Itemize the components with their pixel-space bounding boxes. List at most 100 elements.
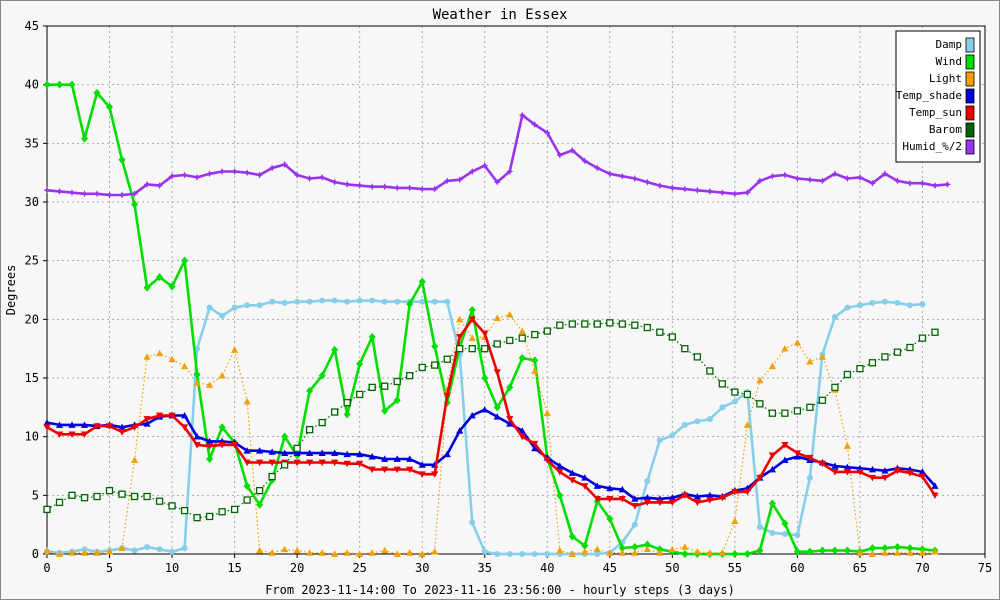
data-point-wind [368, 332, 376, 341]
series-line-wind [47, 83, 936, 556]
data-point-damp [269, 298, 276, 305]
data-point-wind [306, 386, 314, 395]
data-point-light [456, 315, 464, 323]
data-point-humid-2 [493, 178, 501, 186]
data-point-humid-2 [693, 186, 701, 194]
data-point-barom [518, 334, 526, 342]
data-point-temp-sun [468, 316, 476, 323]
data-point-temp-shade [193, 433, 201, 440]
data-point-temp-sun [643, 499, 651, 506]
data-point-barom [118, 490, 126, 498]
legend-swatch [965, 122, 975, 138]
data-point-humid-2 [606, 170, 614, 178]
data-point-light [218, 372, 226, 379]
data-point-temp-sun [681, 492, 689, 499]
data-point-damp [331, 297, 338, 304]
data-point-damp [681, 421, 688, 428]
data-point-temp-sun [806, 454, 814, 462]
data-point-humid-2 [193, 173, 201, 181]
data-point-temp-sun [568, 477, 576, 484]
series-line-temp-shade [46, 408, 936, 501]
data-point-damp [756, 524, 763, 531]
data-point-temp-sun [781, 442, 789, 449]
data-point-wind [768, 499, 776, 508]
data-point-temp-sun [318, 459, 326, 467]
data-point-barom [305, 425, 314, 434]
data-point-light [506, 311, 514, 318]
data-point-damp [319, 297, 326, 304]
data-point-light [756, 376, 764, 384]
data-point-barom [643, 323, 651, 332]
data-point-temp-sun [243, 459, 251, 467]
data-point-wind [743, 550, 751, 558]
series-temp-sun [43, 316, 939, 510]
data-point-humid-2 [468, 168, 476, 175]
data-point-damp [419, 298, 426, 305]
data-point-wind [106, 102, 114, 111]
data-point-light [105, 548, 114, 555]
data-point-humid-2 [931, 182, 939, 190]
data-point-temp-shade [43, 418, 51, 426]
data-point-damp [494, 551, 501, 557]
data-point-humid-2 [306, 175, 314, 182]
data-point-light [631, 549, 639, 556]
data-point-damp [631, 521, 638, 528]
data-point-barom [718, 380, 727, 388]
data-point-temp-shade [693, 492, 701, 500]
legend-swatch [965, 71, 975, 87]
data-point-barom [818, 396, 827, 404]
legend-label: Temp_sun [909, 106, 962, 119]
data-point-wind [818, 546, 826, 555]
data-point-light [556, 546, 564, 554]
data-point-wind [731, 550, 739, 558]
legend-label: Damp [936, 38, 963, 51]
data-point-temp-sun [431, 471, 439, 478]
data-point-damp [831, 313, 838, 320]
data-point-temp-shade [768, 465, 776, 473]
data-point-humid-2 [293, 171, 301, 179]
data-point-light [268, 549, 276, 556]
data-point-light [843, 442, 852, 449]
data-point-light [806, 357, 814, 365]
data-point-barom [531, 330, 539, 339]
data-point-damp [644, 478, 651, 485]
data-point-damp [519, 551, 526, 557]
data-point-humid-2 [343, 180, 351, 188]
data-point-humid-2 [181, 171, 189, 179]
y-tick-label: 20 [25, 312, 39, 326]
data-point-barom [443, 355, 451, 363]
data-point-humid-2 [743, 189, 751, 197]
data-point-barom [93, 492, 101, 501]
data-point-damp [206, 304, 213, 311]
data-point-barom [356, 390, 364, 399]
data-point-temp-shade [393, 455, 401, 462]
data-point-humid-2 [831, 170, 839, 178]
data-point-wind [331, 345, 339, 354]
data-point-light [731, 517, 739, 525]
data-point-damp [231, 304, 238, 311]
data-point-temp-sun [381, 466, 389, 474]
data-point-damp [181, 545, 188, 552]
data-point-temp-shade [256, 447, 264, 454]
data-point-wind [643, 540, 651, 549]
data-point-wind [43, 80, 51, 89]
data-point-humid-2 [793, 175, 801, 182]
data-point-temp-sun [143, 416, 151, 423]
data-point-barom [918, 334, 927, 342]
data-point-light [281, 545, 289, 553]
data-point-humid-2 [681, 185, 689, 193]
data-point-temp-shade [68, 421, 76, 428]
data-point-wind [81, 134, 89, 143]
data-point-temp-sun [443, 392, 451, 400]
x-tick-label: 20 [290, 561, 304, 575]
data-point-damp [444, 298, 451, 305]
x-tick-label: 35 [478, 561, 492, 575]
data-point-wind [793, 547, 801, 556]
data-point-temp-sun [768, 452, 776, 460]
data-point-light [231, 346, 239, 353]
data-point-barom [431, 361, 439, 369]
data-point-humid-2 [93, 190, 101, 198]
data-point-wind [881, 544, 889, 553]
data-point-temp-sun [843, 468, 852, 476]
